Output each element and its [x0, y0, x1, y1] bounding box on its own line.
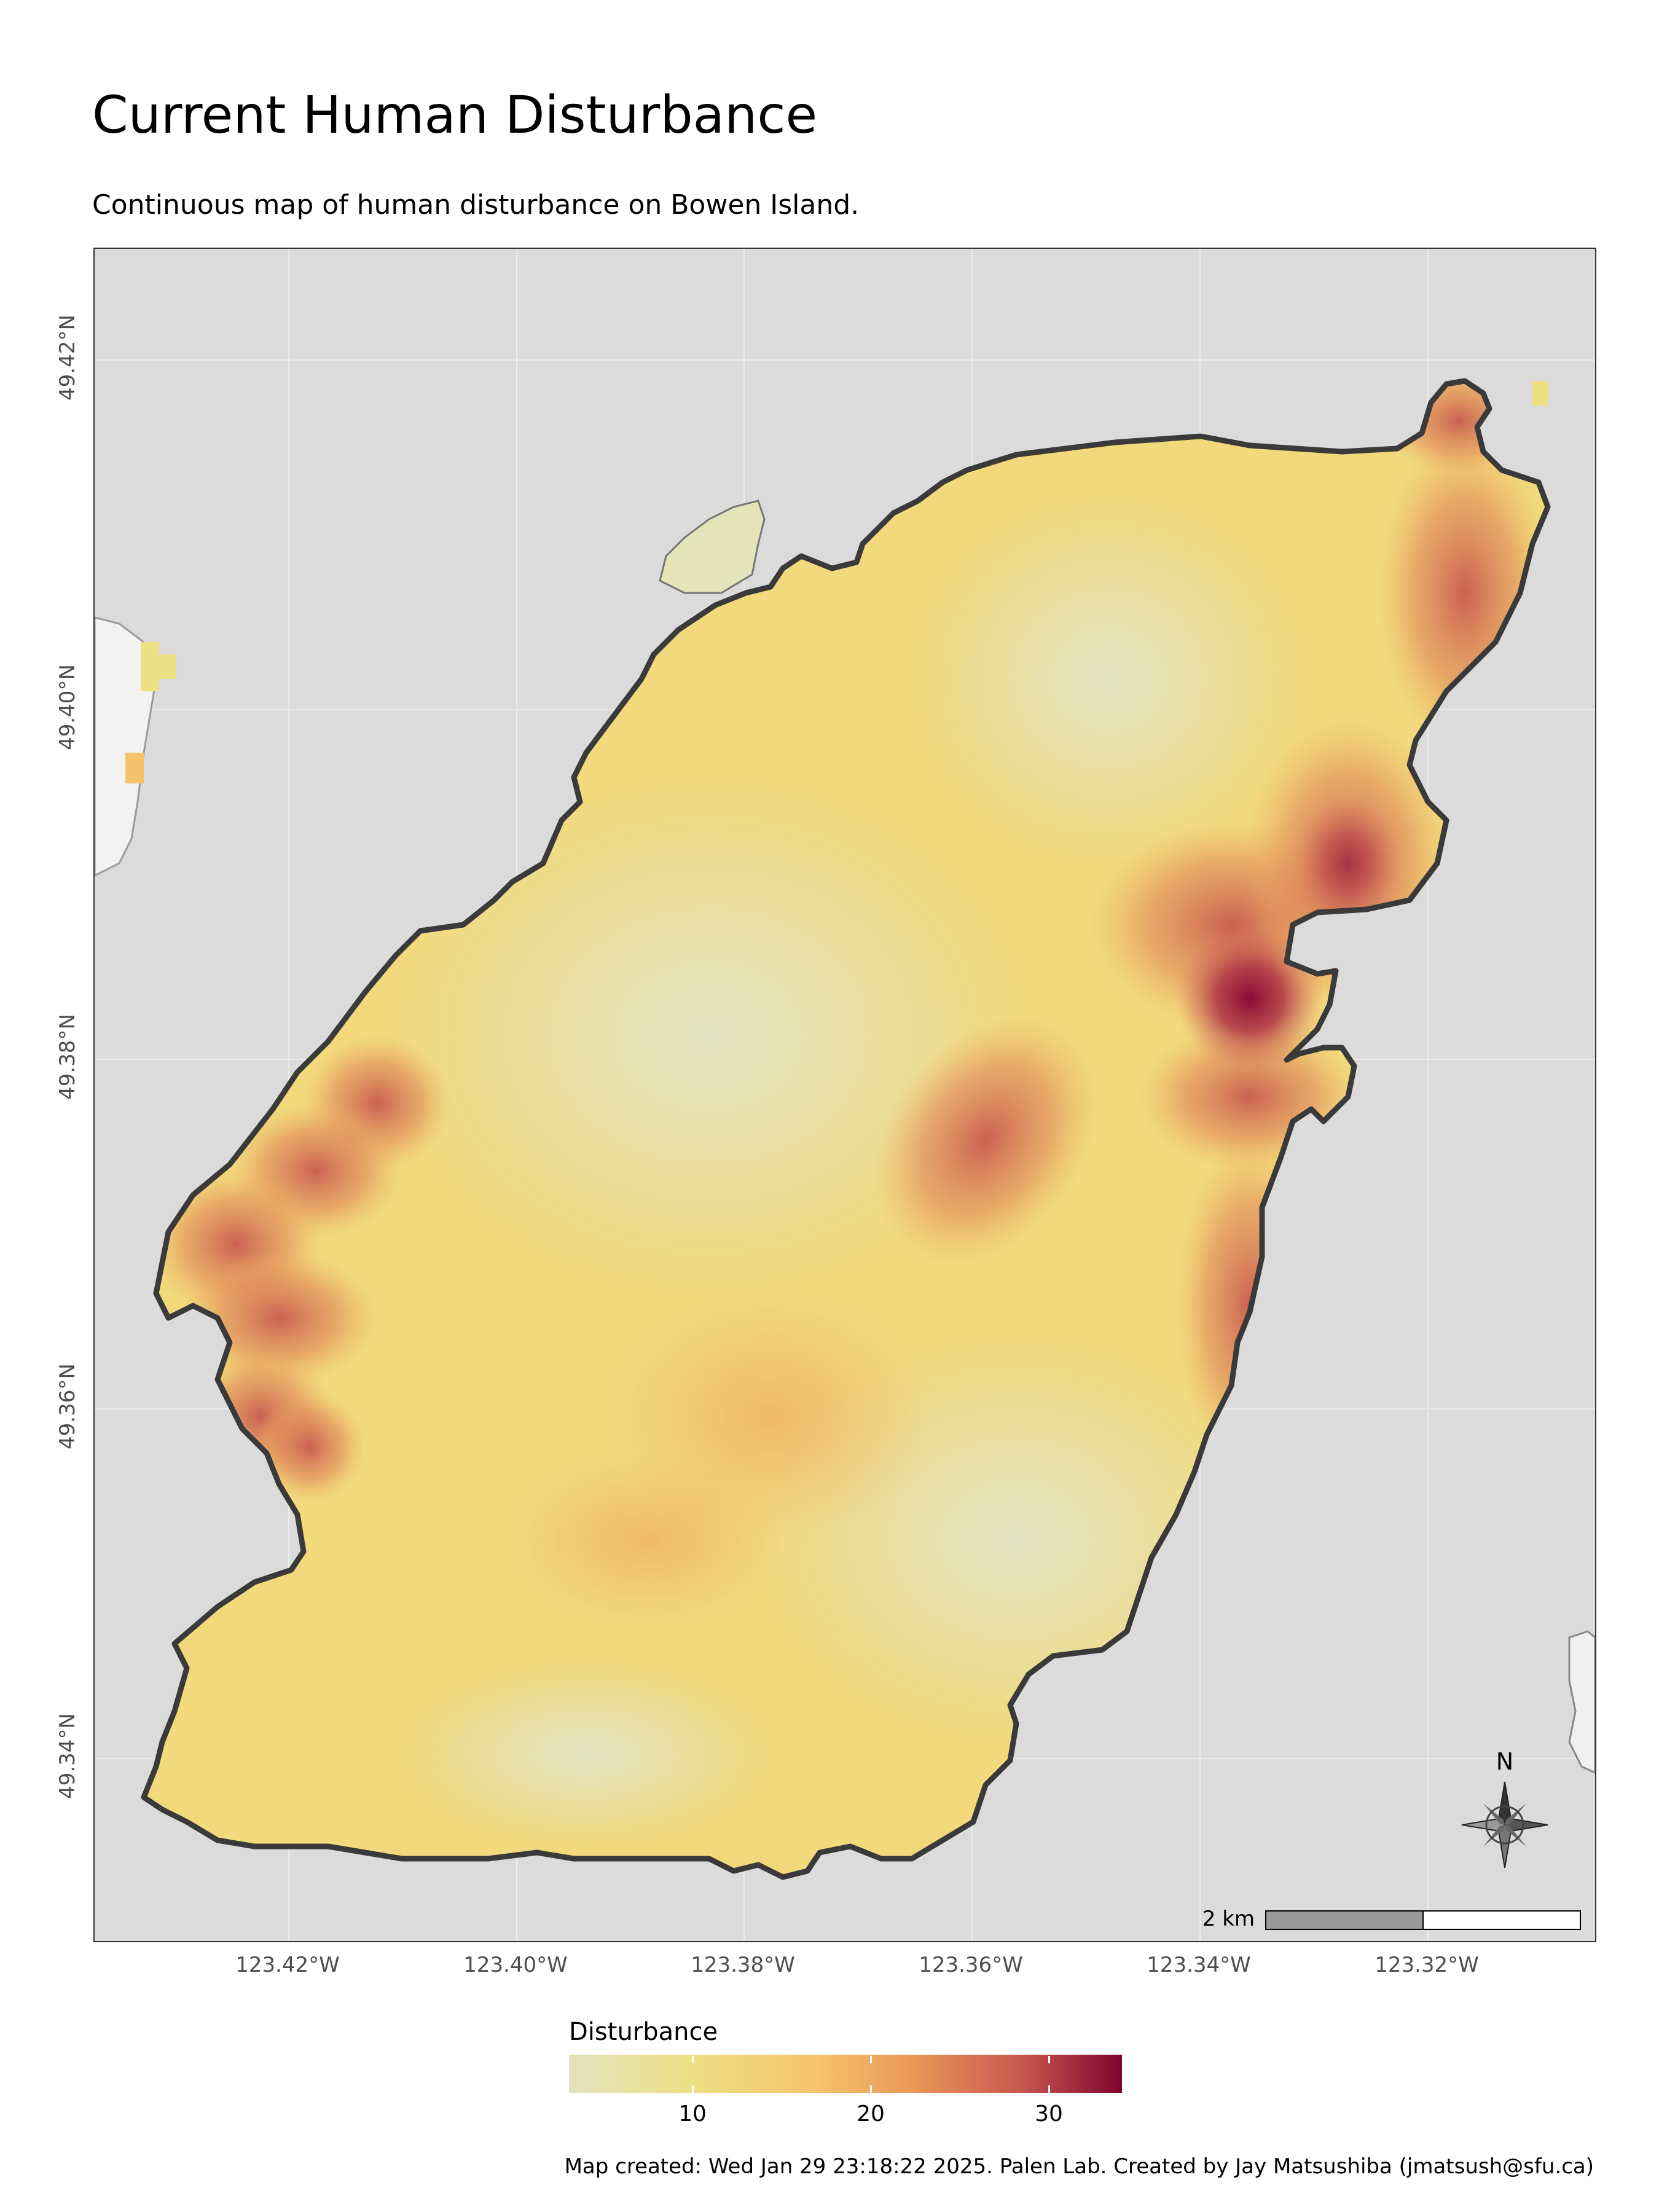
y-tick-label: 49.38°N	[55, 1014, 80, 1100]
mainland-disturbance-cells	[141, 642, 159, 691]
legend-tick-mark	[692, 2085, 694, 2093]
x-tick-label: 123.42°W	[235, 1953, 340, 1977]
map-panel: N 2 km	[93, 248, 1596, 1942]
map-caption: Map created: Wed Jan 29 23:18:22 2025. P…	[564, 2154, 1594, 2179]
north-arrow: N	[1461, 1748, 1548, 1869]
map-subtitle: Continuous map of human disturbance on B…	[92, 189, 860, 221]
y-tick-label: 49.40°N	[55, 664, 80, 750]
northeast-islet-cell	[1532, 381, 1548, 406]
map-canvas: N 2 km	[95, 249, 1595, 1941]
x-tick-label: 123.36°W	[919, 1953, 1023, 1977]
legend-tick-mark	[692, 2056, 694, 2063]
y-tick-label: 49.36°N	[55, 1363, 80, 1449]
southeast-land	[1568, 1630, 1595, 1774]
y-tick-label: 49.34°N	[55, 1713, 80, 1799]
legend-tick-label: 10	[678, 2101, 707, 2127]
legend-tick-mark	[1048, 2056, 1050, 2063]
map-title: Current Human Disturbance	[92, 85, 818, 145]
legend-colorbar	[569, 2055, 1122, 2093]
x-tick-label: 123.32°W	[1375, 1953, 1479, 1977]
mainland-disturbance-cell	[125, 753, 144, 783]
scale-bar-label: 2 km	[1202, 1907, 1255, 1931]
island-outline	[141, 378, 1551, 1880]
x-tick-label: 123.34°W	[1147, 1953, 1251, 1977]
disturbance-raster	[144, 381, 1548, 1877]
legend-tick-label: 30	[1035, 2101, 1063, 2127]
legend-tick-mark	[1048, 2085, 1050, 2093]
x-tick-label: 123.40°W	[463, 1953, 568, 1977]
scale-bar: 2 km	[1202, 1907, 1581, 1931]
y-tick-label: 49.42°N	[55, 315, 80, 401]
legend-tick-mark	[870, 2056, 872, 2063]
small-island	[659, 500, 766, 594]
x-tick-label: 123.38°W	[691, 1953, 795, 1977]
legend-tick-mark	[870, 2085, 872, 2093]
mainland-disturbance-cell	[159, 654, 176, 679]
north-arrow-label: N	[1496, 1748, 1513, 1775]
legend-tick-label: 20	[857, 2101, 885, 2127]
legend-title: Disturbance	[569, 2018, 718, 2046]
